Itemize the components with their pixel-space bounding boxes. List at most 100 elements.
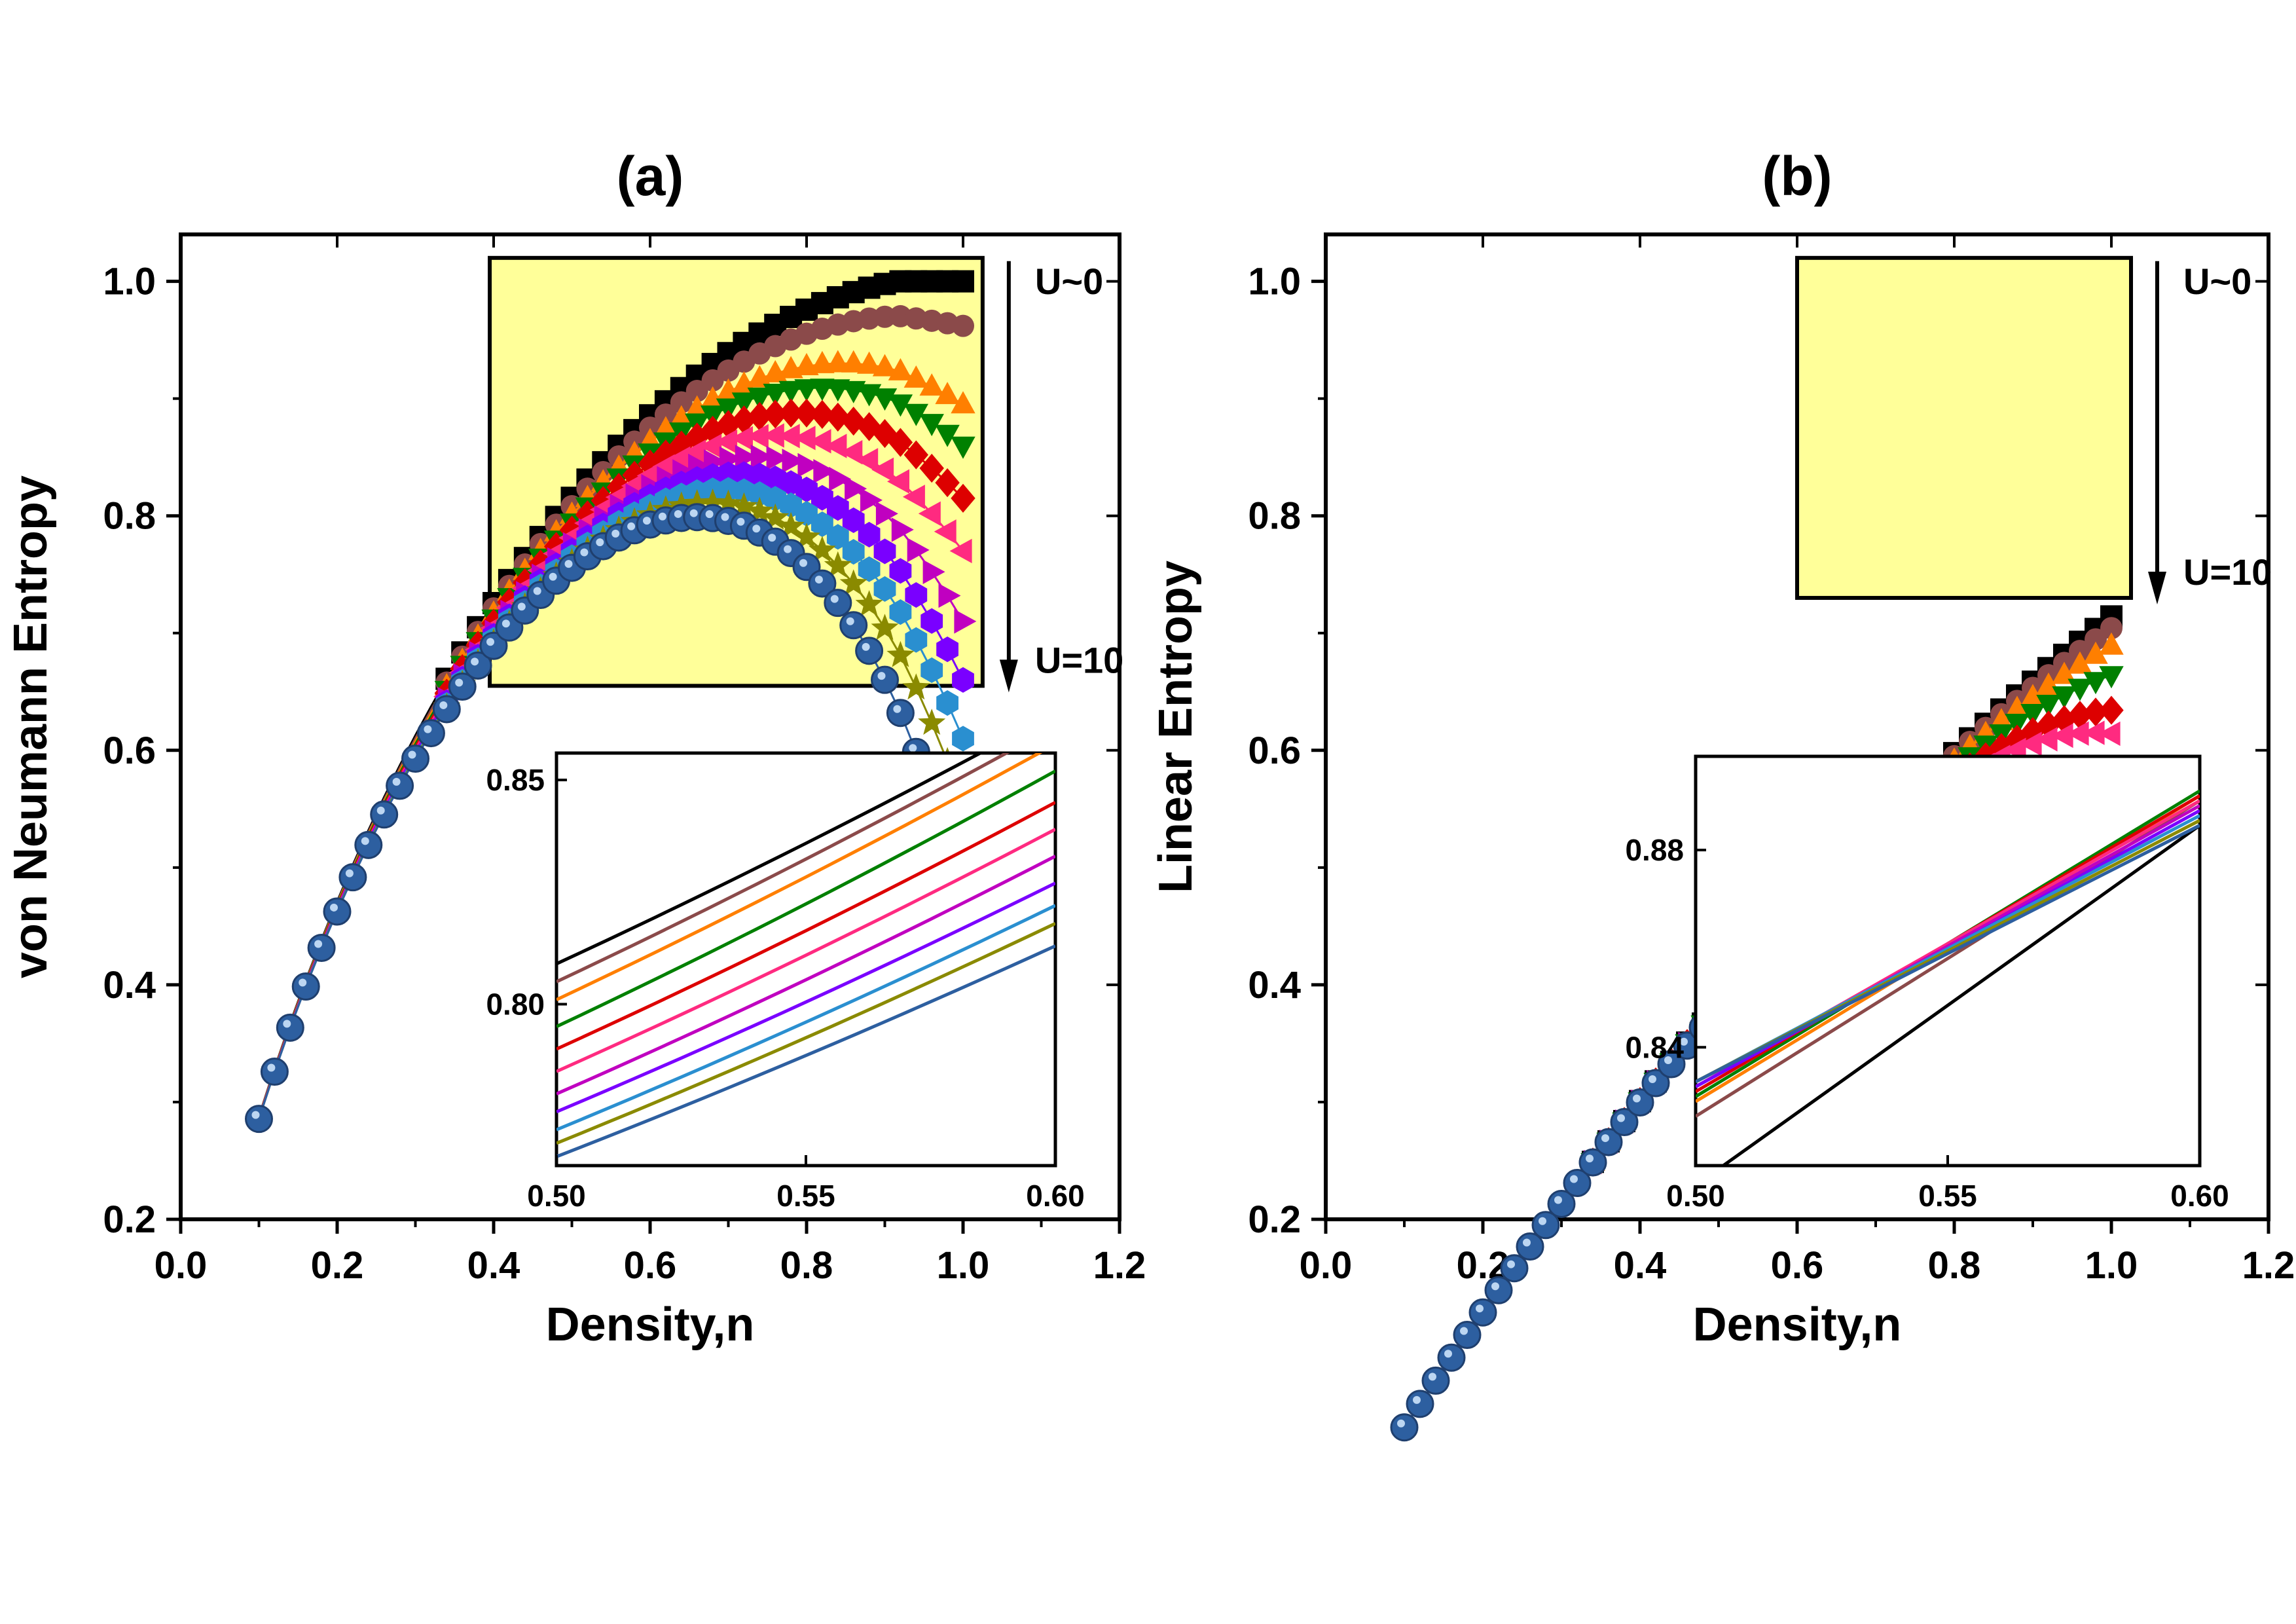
data-point-highlight <box>596 538 604 547</box>
inset-series-line <box>556 753 984 966</box>
data-point <box>2035 727 2058 752</box>
annotation-U-low: U~0 <box>1035 261 1103 302</box>
data-point <box>949 538 972 564</box>
data-point <box>905 582 928 608</box>
data-point <box>778 380 803 403</box>
data-point <box>448 673 477 701</box>
data-point <box>918 709 946 735</box>
data-point-highlight <box>658 512 666 521</box>
data-point <box>1657 1050 1686 1079</box>
data-point <box>245 1105 273 1134</box>
data-point-highlight <box>877 672 886 680</box>
data-point <box>2052 661 2077 684</box>
data-point <box>669 405 694 428</box>
data-point-highlight <box>471 657 479 666</box>
data-point <box>464 651 492 680</box>
data-point <box>1437 1343 1466 1372</box>
data-point <box>873 305 896 328</box>
data-point <box>826 524 849 550</box>
data-point <box>432 695 461 724</box>
data-point <box>2083 641 2108 664</box>
arrow-head <box>999 659 1018 693</box>
data-point <box>747 401 772 431</box>
data-point <box>856 448 879 473</box>
data-point <box>952 726 974 752</box>
inset-series-line <box>556 904 1055 1132</box>
data-point-highlight <box>424 725 432 733</box>
data-point <box>808 536 836 563</box>
data-point <box>2020 704 2045 726</box>
data-point-highlight <box>1554 1196 1562 1204</box>
data-point-highlight <box>299 978 307 987</box>
data-point <box>813 459 836 484</box>
data-point-highlight <box>768 534 776 542</box>
y-tick-label: 0.4 <box>1248 964 1301 1006</box>
data-point <box>668 446 691 471</box>
data-point <box>888 428 913 457</box>
y-tick-label: 0.2 <box>103 1198 156 1241</box>
data-point <box>685 395 710 418</box>
data-point <box>685 422 710 452</box>
data-point-highlight <box>267 1063 276 1072</box>
data-point <box>888 358 913 380</box>
data-point <box>323 897 352 926</box>
inset-x-tick-label: 0.60 <box>2170 1179 2229 1213</box>
x-tick-label: 0.6 <box>624 1244 677 1287</box>
data-point <box>952 667 974 693</box>
data-point-highlight <box>909 744 917 752</box>
data-point <box>1563 1169 1592 1198</box>
data-point <box>840 440 863 465</box>
data-point <box>903 365 928 388</box>
data-point <box>778 398 803 428</box>
data-point <box>936 690 958 716</box>
data-point <box>747 387 772 410</box>
data-point <box>2052 705 2077 734</box>
data-point <box>872 388 898 411</box>
data-point <box>2082 720 2105 745</box>
data-point <box>919 373 944 396</box>
data-point <box>714 489 742 516</box>
data-point <box>902 673 930 700</box>
data-point <box>824 551 852 578</box>
data-point-highlight <box>392 777 401 786</box>
data-point-highlight <box>1460 1327 1468 1335</box>
data-point <box>797 452 820 478</box>
data-point <box>716 398 741 421</box>
inset-x-tick-label: 0.60 <box>1026 1179 1085 1213</box>
data-point <box>670 391 693 414</box>
zoom-inset: 0.50 0.55 0.60 0.80 0.85 <box>486 751 1085 1213</box>
data-point <box>951 391 975 414</box>
data-point <box>839 569 867 596</box>
data-point <box>919 453 944 483</box>
data-point <box>918 501 941 526</box>
data-point <box>386 771 414 800</box>
inset-y-tick-label: 0.84 <box>1625 1030 1684 1064</box>
inset-series-line <box>556 921 1055 1145</box>
data-point <box>905 627 928 653</box>
data-point <box>683 489 711 515</box>
data-point <box>746 424 769 449</box>
x-tick-label: 0.4 <box>467 1244 520 1287</box>
data-point <box>1594 1128 1623 1156</box>
data-point <box>1578 1148 1607 1177</box>
inset-series-line <box>556 828 1055 1073</box>
inset-series-line <box>556 855 1055 1096</box>
x-axis-title: Density,n <box>1693 1299 1902 1351</box>
data-point <box>699 434 722 458</box>
data-point <box>935 382 960 405</box>
data-point <box>810 399 835 429</box>
data-point <box>2100 617 2123 640</box>
inset-series-line <box>556 801 1055 1051</box>
data-point <box>842 507 865 533</box>
data-point <box>735 445 757 470</box>
data-point <box>902 485 925 509</box>
data-point <box>891 517 914 542</box>
data-point-highlight <box>283 1020 291 1028</box>
data-point <box>2050 723 2073 748</box>
data-point <box>2005 724 2030 754</box>
inset-series-line <box>556 769 1055 1028</box>
data-point <box>777 511 805 538</box>
data-point-highlight <box>376 806 385 815</box>
data-point <box>2083 672 2108 695</box>
